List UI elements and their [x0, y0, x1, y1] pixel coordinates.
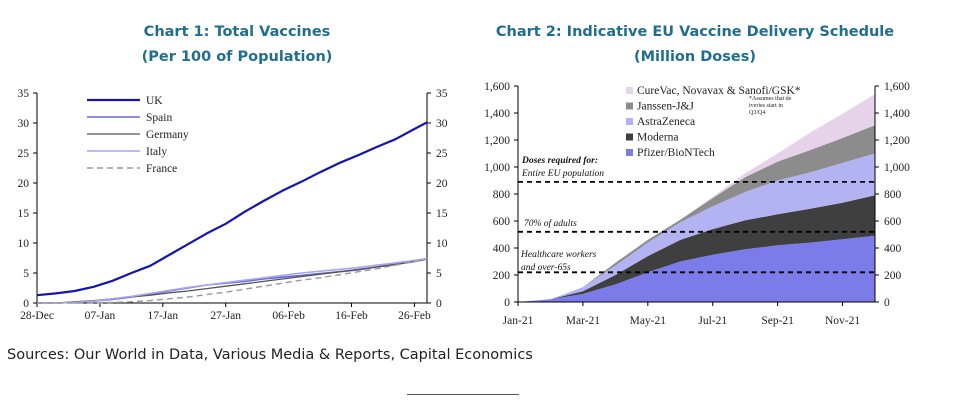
chart2-annotation-doses-heading: Doses required for: — [521, 156, 598, 166]
chart2-y-tick-label-left: 400 — [493, 243, 511, 255]
chart2-x-tick-label: Jul-21 — [698, 315, 727, 327]
chart2-legend-label-janssen-j-j: Janssen-J&J — [637, 101, 694, 113]
chart1-x-tick-label: 06-Feb — [272, 310, 305, 322]
chart2-y-tick-label-left: 1,600 — [484, 81, 510, 93]
chart2-annotation-adults: 70% of adults — [524, 218, 577, 229]
chart2-legend-swatch-pfizer-biontech — [626, 149, 633, 156]
chart2-area-astrazeneca — [518, 153, 875, 302]
chart1-y-tick-label-left: 20 — [18, 178, 30, 190]
chart1-y-tick-label-left: 5 — [23, 268, 29, 280]
chart2-y-tick-label-left: 1,400 — [484, 108, 510, 120]
chart2-legend-swatch-curevac-novavax-sanofi-gsk — [626, 87, 633, 94]
chart2-area-moderna — [518, 195, 875, 302]
chart2-x-tick-label: Sep-21 — [761, 315, 794, 327]
chart2-area-janssen-j-j — [518, 125, 875, 302]
chart2-annotation-healthcare-2: and over-65s — [521, 263, 571, 273]
chart2-y-tick-label-right: 0 — [884, 297, 890, 309]
chart2-area-chart: 0 0 200 200 400 400 600 600 800 800 1,000 1,000 1,20… — [484, 81, 910, 327]
chart2-x-tick-label: Mar-21 — [566, 315, 601, 327]
chart2-footnote-line: *Assumes that de — [749, 96, 792, 102]
chart1-y-tick-label-left: 35 — [18, 88, 30, 100]
chart1-y-tick-label-right: 5 — [436, 268, 442, 280]
chart1-legend-label-italy: Italy — [146, 146, 167, 158]
chart2-y-tick-label-left: 1,200 — [484, 135, 510, 147]
chart2-y-tick-label-left: 600 — [493, 216, 511, 228]
chart1-x-tick-label: 28-Dec — [20, 310, 54, 322]
chart1-subtitle: (Per 100 of Population) — [141, 49, 333, 65]
chart1-y-tick-label-right: 15 — [436, 208, 448, 220]
chart2-x-tick-label: Jan-21 — [503, 315, 534, 327]
chart2-y-tick-label-left: 0 — [504, 297, 510, 309]
chart1-line-chart: 0 0 5 5 10 10 15 15 20 20 25 25 30 30 35 35 28-Dec 07-Jan… — [18, 88, 448, 322]
chart2-footnote-line: iveries start in — [749, 103, 783, 109]
chart1-y-tick-label-right: 10 — [436, 238, 448, 250]
chart2-y-tick-label-right: 1,000 — [884, 162, 910, 174]
chart2-annotation-healthcare-1: Healthcare workers — [520, 250, 597, 260]
divider-line — [407, 394, 519, 395]
chart2-y-tick-label-left: 800 — [493, 189, 511, 201]
chart2-area-pfizer-biontech — [518, 235, 875, 302]
chart1-y-tick-label-left: 10 — [18, 238, 30, 250]
chart2-x-tick-label: Nov-21 — [825, 315, 860, 327]
chart1-x-tick-label: 16-Feb — [335, 310, 368, 322]
chart1-y-tick-label-right: 30 — [436, 118, 448, 130]
chart2-legend-label-astrazeneca: AstraZeneca — [637, 116, 695, 128]
chart2-title-block: Chart 2: Indicative EU Vaccine Delivery … — [480, 20, 910, 70]
chart2-legend-label-curevac-novavax-sanofi-gsk: CureVac, Novavax & Sanofi/GSK* — [637, 85, 801, 97]
chart2-y-tick-label-right: 200 — [884, 270, 902, 282]
chart2-annotation-entire-eu: Entire EU population — [521, 169, 604, 179]
chart1-legend-label-uk: UK — [146, 95, 163, 107]
chart2-y-tick-label-right: 1,200 — [884, 135, 910, 147]
chart2-footnote-line: Q3/Q4 — [749, 110, 765, 116]
chart1-title: Chart 1: Total Vaccines — [143, 24, 331, 40]
chart1-x-tick-label: 17-Jan — [147, 310, 178, 322]
chart1-y-tick-label-left: 0 — [23, 298, 29, 310]
chart1-legend-label-france: France — [146, 163, 177, 175]
chart2-x-tick-label: May-21 — [630, 315, 667, 327]
chart1-series-line-uk — [36, 121, 428, 297]
chart1-series-line-italy — [37, 257, 428, 304]
chart1-y-tick-label-right: 20 — [436, 178, 448, 190]
chart1-legend-label-germany: Germany — [146, 129, 189, 141]
chart1-y-tick-label-left: 30 — [18, 118, 30, 130]
chart1-y-tick-label-right: 25 — [436, 148, 448, 160]
chart1-title-block: Chart 1: Total Vaccines (Per 100 of Popu… — [92, 20, 382, 70]
chart2-legend-label-pfizer-biontech: Pfizer/BioNTech — [637, 147, 715, 159]
chart2-y-tick-label-right: 600 — [884, 216, 902, 228]
chart2-y-tick-label-right: 800 — [884, 189, 902, 201]
chart1-y-tick-label-left: 25 — [18, 148, 30, 160]
chart2-y-tick-label-left: 200 — [493, 270, 511, 282]
chart1-legend-label-spain: Spain — [146, 112, 172, 124]
sources-note: Sources: Our World in Data, Various Medi… — [7, 347, 533, 363]
chart1-y-tick-label-left: 15 — [18, 208, 30, 220]
chart2-subtitle: (Million Doses) — [634, 49, 756, 65]
chart1-y-tick-label-right: 35 — [436, 88, 448, 100]
chart2-y-tick-label-right: 1,400 — [884, 108, 910, 120]
chart1-x-tick-label: 27-Jan — [210, 310, 241, 322]
chart2-y-tick-label-right: 1,600 — [884, 81, 910, 93]
chart2-legend-swatch-janssen-j-j — [626, 102, 633, 110]
chart2-legend-label-moderna: Moderna — [637, 132, 679, 144]
chart2-y-tick-label-right: 400 — [884, 243, 902, 255]
chart1-x-tick-label: 26-Feb — [398, 310, 431, 322]
chart2-y-tick-label-left: 1,000 — [484, 162, 510, 174]
chart2-legend-swatch-astrazeneca — [626, 118, 633, 125]
chart2-title: Chart 2: Indicative EU Vaccine Delivery … — [495, 24, 895, 40]
chart1-x-tick-label: 07-Jan — [85, 310, 116, 322]
chart1-series-line-france — [37, 258, 428, 304]
chart1-y-tick-label-right: 0 — [436, 298, 442, 310]
chart2-legend-swatch-moderna — [626, 133, 633, 141]
